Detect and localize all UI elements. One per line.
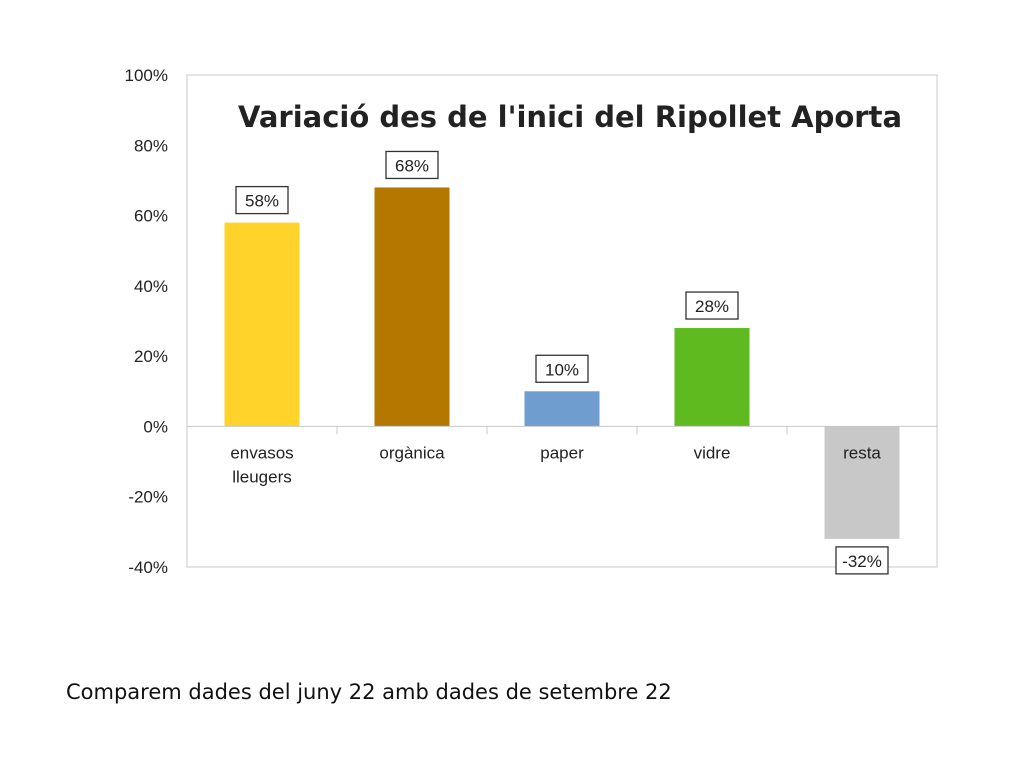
y-tick-label: 60%	[134, 207, 168, 226]
y-tick-label: 0%	[143, 417, 168, 436]
category-label: paper	[540, 443, 584, 462]
data-label: -32%	[842, 552, 882, 571]
category-label: vidre	[694, 443, 731, 462]
data-label-box	[535, 354, 589, 383]
category-label: resta	[843, 443, 881, 462]
bar	[674, 328, 750, 427]
data-label-box	[835, 546, 889, 575]
data-label-box	[235, 185, 289, 215]
y-tick-label: 80%	[134, 136, 168, 155]
caption-text: Comparem dades del juny 22 amb dades de …	[66, 680, 672, 704]
data-label-box	[685, 291, 739, 320]
data-label: 58%	[245, 192, 279, 211]
bar	[824, 426, 900, 539]
category-label: orgànica	[379, 443, 445, 462]
plot-area	[186, 74, 938, 568]
bar	[374, 187, 450, 427]
chart-title: Variació des de l'inici del Ripollet Apo…	[238, 100, 902, 134]
y-tick-label: -40%	[128, 558, 168, 577]
data-label: 68%	[395, 156, 429, 175]
data-label-box	[385, 150, 439, 180]
y-tick-label: -20%	[128, 488, 168, 507]
bar-chart: Variació des de l'inici del Ripollet Apo…	[125, 66, 938, 577]
data-label: 28%	[695, 297, 729, 316]
category-label: envasos lleugers	[230, 443, 293, 486]
data-label: 10%	[545, 360, 579, 379]
y-tick-label: 100%	[125, 66, 168, 85]
y-tick-label: 20%	[134, 347, 168, 366]
bar	[224, 222, 300, 427]
bar	[524, 391, 600, 427]
y-tick-label: 40%	[134, 277, 168, 296]
